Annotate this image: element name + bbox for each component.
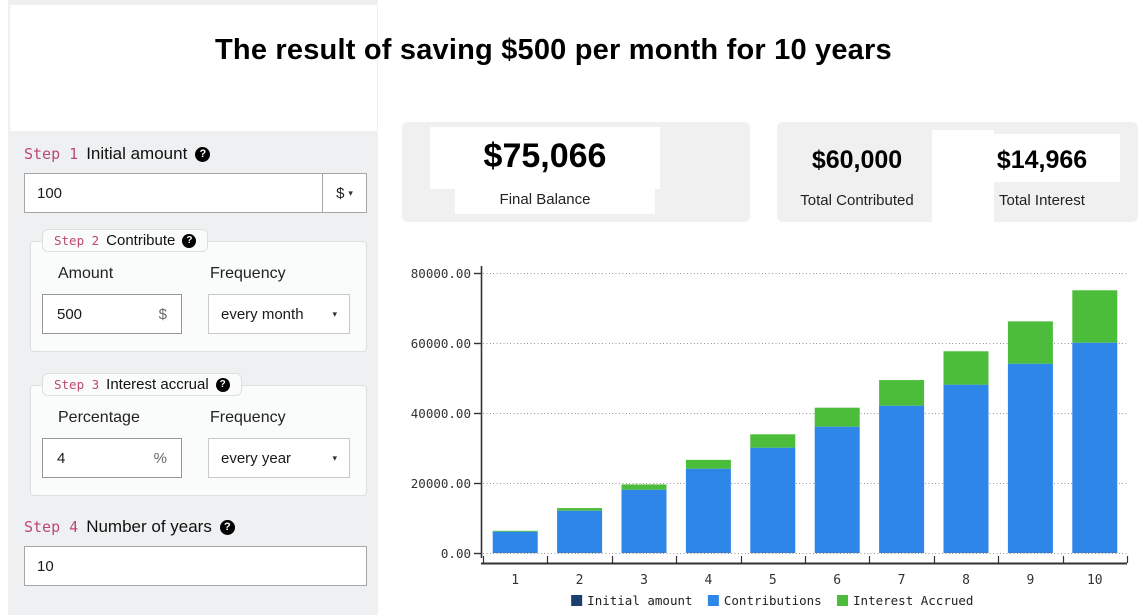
x-tick-label: 8 [962, 573, 970, 588]
y-tick-label: 60000.00 [411, 336, 471, 351]
chevron-down-icon: ▾ [332, 452, 337, 463]
amount-label: Amount [58, 265, 114, 282]
frequency-label: Frequency [210, 409, 286, 426]
bar-segment[interactable] [814, 407, 860, 427]
help-icon[interactable]: ? [215, 377, 230, 392]
legend-item: Initial amount [571, 593, 693, 608]
bar-segment[interactable] [1007, 363, 1053, 553]
percentage-label: Percentage [58, 409, 140, 426]
bar-segment[interactable] [943, 384, 989, 553]
final-balance-label: Final Balance [499, 191, 591, 208]
legend-swatch [837, 595, 849, 606]
step1-title: Initial amount [86, 144, 188, 163]
interest-rate-input[interactable] [43, 449, 140, 467]
legend-swatch [707, 595, 719, 606]
dollar-suffix: $ [158, 305, 167, 323]
page-title: The result of saving $500 per month for … [215, 34, 892, 66]
step4-title: Number of years [86, 517, 212, 536]
interest-frequency-select[interactable]: every year ▾ [208, 438, 350, 478]
legend-label: Initial amount [587, 593, 692, 608]
bar-segment[interactable] [750, 447, 796, 553]
bar-segment[interactable] [814, 426, 860, 553]
years-input[interactable] [25, 547, 366, 585]
x-tick-label: 1 [511, 573, 519, 588]
step4-number: Step 4 [24, 518, 79, 536]
final-balance-panel: $75,066 Final Balance [402, 122, 750, 222]
highlight-box [455, 186, 655, 214]
total-interest-label: Total Interest [999, 192, 1085, 209]
bar-segment[interactable] [557, 510, 603, 553]
highlight-box [430, 127, 660, 189]
step1-heading: Step 1 Initial amount ? [24, 144, 211, 164]
totals-panel: $60,000 Total Contributed $14,966 Total … [777, 122, 1138, 222]
currency-dropdown[interactable]: $ ▾ [322, 174, 366, 212]
interest-frequency-value: every year [221, 449, 292, 467]
frequency-label: Frequency [210, 265, 286, 282]
total-contributed-label: Total Contributed [800, 192, 914, 209]
step1-number: Step 1 [24, 145, 79, 163]
help-icon[interactable]: ? [219, 519, 235, 535]
x-tick-label: 9 [1026, 573, 1034, 588]
legend-label: Contributions [724, 593, 822, 608]
contribution-amount-input[interactable] [43, 305, 145, 323]
y-tick-label: 80000.00 [411, 266, 471, 281]
bar-segment[interactable] [879, 380, 925, 406]
savings-chart: 0.00 20000.00 40000.00 60000.00 80000.00 1 2 3 4… [411, 266, 1129, 608]
chevron-down-icon: ▾ [332, 308, 337, 319]
step3-title: Interest accrual [106, 376, 209, 393]
legend-swatch [571, 595, 583, 606]
initial-amount-group: $ ▾ [24, 173, 367, 213]
y-tick-label: 20000.00 [411, 476, 471, 491]
bar-segment[interactable] [1072, 290, 1118, 343]
x-tick-label: 4 [704, 573, 712, 588]
legend-item: Interest Accrued [837, 593, 973, 608]
chevron-down-icon: ▾ [348, 187, 353, 198]
contribution-frequency-select[interactable]: every month ▾ [208, 294, 350, 334]
bar-segment[interactable] [492, 530, 538, 532]
bar-segment[interactable] [621, 489, 667, 553]
x-tick-label: 5 [769, 573, 777, 588]
bar-segment[interactable] [943, 351, 989, 385]
bar-segment[interactable] [557, 508, 603, 511]
step2-tab: Step 2 Contribute ? [42, 229, 209, 252]
help-icon[interactable]: ? [195, 146, 211, 162]
step4-heading: Step 4 Number of years ? [24, 517, 235, 537]
bar-segment[interactable] [879, 405, 925, 553]
contribution-frequency-value: every month [221, 305, 304, 323]
x-tick-label: 10 [1087, 573, 1103, 588]
years-group [24, 546, 367, 586]
legend-label: Interest Accrued [853, 593, 973, 608]
percent-suffix: % [153, 449, 167, 467]
contribution-amount-group: $ [42, 294, 182, 334]
step3-tab: Step 3 Interest accrual ? [42, 373, 242, 396]
y-tick-label: 40000.00 [411, 406, 471, 421]
bar-segment[interactable] [1007, 321, 1053, 364]
bar-segment[interactable] [750, 434, 796, 448]
bar-segment[interactable] [1072, 342, 1118, 553]
step2-title: Contribute [106, 232, 176, 249]
highlight-box [962, 134, 1120, 182]
x-tick-label: 7 [898, 573, 906, 588]
help-icon[interactable]: ? [182, 233, 197, 248]
final-balance-value: $75,066 [483, 137, 607, 175]
bar-segment[interactable] [685, 459, 731, 469]
step3-number: Step 3 [54, 377, 100, 392]
total-interest-value: $14,966 [996, 146, 1088, 174]
interest-rate-group: % [42, 438, 182, 478]
logo-placeholder [10, 5, 377, 131]
bar-segment[interactable] [685, 468, 731, 553]
x-tick-label: 3 [640, 573, 648, 588]
bar-segment[interactable] [492, 531, 538, 553]
step2-number: Step 2 [54, 233, 100, 248]
currency-symbol: $ [336, 184, 345, 202]
x-tick-label: 2 [576, 573, 584, 588]
y-tick-label: 0.00 [441, 546, 471, 561]
bar-segment[interactable] [621, 484, 667, 490]
initial-amount-input[interactable] [25, 174, 322, 212]
x-tick-label: 6 [833, 573, 841, 588]
legend-item: Contributions [707, 593, 822, 608]
total-contributed-value: $60,000 [811, 146, 903, 174]
